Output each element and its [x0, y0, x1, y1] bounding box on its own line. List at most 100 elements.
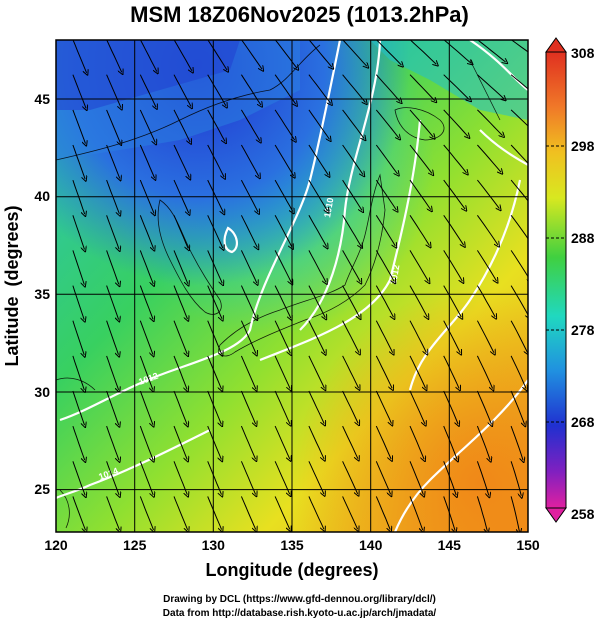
- streamline: [274, 425, 290, 459]
- map-title: MSM 18Z06Nov2025 (1013.2hPa): [130, 2, 469, 27]
- streamline: [342, 461, 358, 494]
- streamline: [274, 109, 295, 140]
- streamline: [173, 74, 191, 107]
- streamline: [375, 109, 399, 138]
- streamline: [443, 40, 471, 64]
- streamline: [72, 390, 85, 425]
- streamline: [409, 40, 436, 65]
- streamline: [139, 40, 157, 72]
- streamline: [207, 40, 227, 70]
- streamline: [139, 109, 155, 143]
- streamline: [173, 250, 188, 283]
- colorbar-tick-label: 298: [571, 138, 595, 154]
- streamline: [139, 320, 153, 355]
- streamline: [409, 390, 425, 424]
- streamline: [240, 390, 255, 424]
- streamline: [342, 390, 359, 423]
- streamline: [443, 179, 465, 209]
- streamline: [240, 215, 257, 247]
- streamline: [139, 285, 153, 320]
- streamline: [409, 425, 424, 459]
- y-tick-labels: 25 30 35 40 45: [34, 91, 50, 497]
- streamline: [207, 390, 222, 424]
- x-tick-label: 140: [359, 537, 383, 553]
- streamline: [477, 40, 505, 62]
- streamline: [240, 285, 256, 319]
- streamline: [308, 425, 324, 459]
- streamline: [342, 250, 361, 281]
- streamline: [173, 496, 188, 529]
- y-axis-title: Latitude (degrees): [2, 205, 22, 366]
- streamline: [173, 215, 188, 248]
- isobar-contours: [56, 40, 528, 532]
- streamline: [409, 144, 432, 174]
- y-tick-label: 25: [34, 481, 50, 497]
- streamline: [476, 250, 496, 281]
- streamline: [342, 496, 358, 529]
- streamline: [443, 320, 461, 353]
- credits-line-data: Data from http://database.rish.kyoto-u.a…: [162, 608, 437, 619]
- streamline: [106, 425, 119, 460]
- streamline: [173, 109, 190, 142]
- streamline: [409, 320, 426, 353]
- streamline: [409, 109, 433, 137]
- streamline: [342, 285, 360, 318]
- streamline: [443, 355, 459, 389]
- streamline: [241, 40, 262, 70]
- x-axis-title: Longitude (degrees): [205, 560, 378, 580]
- streamline: [409, 496, 423, 530]
- streamline: [308, 144, 329, 175]
- colorbar-fill: [545, 51, 567, 509]
- streamline: [139, 144, 154, 178]
- streamline: [207, 461, 222, 494]
- colorbar: 308 298 288 278 268 258: [545, 37, 595, 523]
- streamline: [476, 355, 492, 389]
- streamline: [240, 144, 259, 177]
- credits-line-dcl: Drawing by DCL (https://www.gfd-dennou.o…: [163, 594, 436, 605]
- streamline: [72, 215, 85, 249]
- streamline: [207, 250, 223, 283]
- streamline: [106, 496, 120, 530]
- streamline: [375, 179, 396, 210]
- y-tick-label: 30: [34, 384, 50, 400]
- streamline: [443, 74, 470, 100]
- streamline: [308, 355, 325, 388]
- streamline: [139, 355, 153, 390]
- streamline: [375, 461, 390, 494]
- streamline: [72, 74, 86, 109]
- streamline: [72, 355, 84, 390]
- colorbar-top-arrow: [545, 37, 567, 53]
- streamline: [139, 390, 153, 425]
- streamline: [72, 250, 84, 284]
- streamline: [477, 74, 504, 99]
- streamline: [72, 285, 84, 320]
- streamline: [375, 425, 391, 459]
- streamline: [510, 74, 528, 90]
- streamline: [510, 496, 519, 531]
- streamline: [308, 179, 328, 211]
- streamline: [106, 250, 119, 284]
- streamline: [375, 496, 390, 529]
- streamline: [106, 390, 119, 425]
- streamline: [443, 215, 464, 245]
- streamline: [342, 215, 362, 246]
- colorbar-tick-label: 278: [571, 322, 595, 338]
- streamline: [240, 250, 256, 283]
- streamline: [207, 355, 222, 389]
- streamline: [72, 40, 87, 73]
- streamline: [409, 74, 435, 101]
- streamline: [173, 425, 187, 460]
- streamline: [510, 40, 528, 53]
- colorbar-tick-label: 258: [571, 506, 595, 522]
- streamline: [139, 250, 153, 284]
- streamline: [375, 215, 395, 246]
- streamline: [72, 320, 84, 355]
- streamline: [274, 461, 290, 494]
- streamline: [308, 496, 324, 529]
- colorbar-tick-label: 268: [571, 414, 595, 430]
- streamline: [342, 355, 359, 388]
- streamline: [443, 109, 468, 136]
- colorbar-bottom-arrow: [545, 507, 567, 523]
- streamline: [375, 285, 393, 318]
